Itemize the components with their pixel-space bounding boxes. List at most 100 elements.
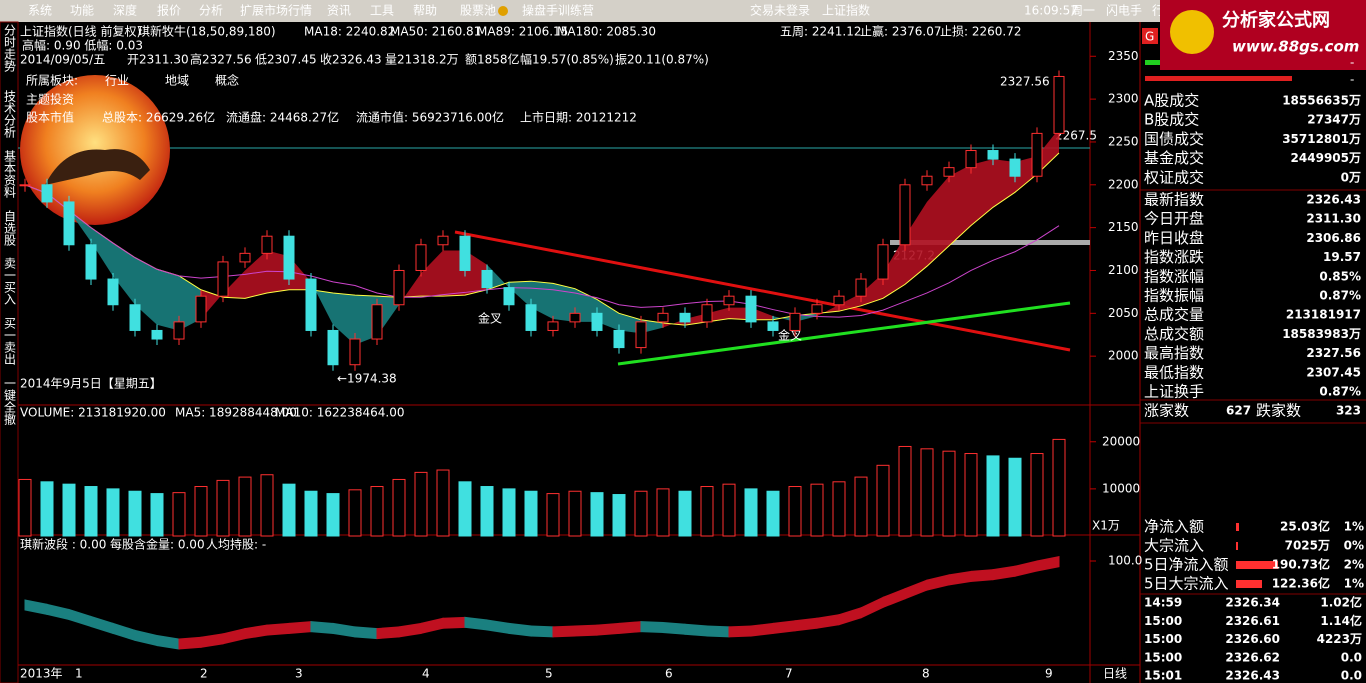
volume-bar xyxy=(282,483,296,537)
volume-bar xyxy=(634,490,648,537)
candle xyxy=(283,235,295,280)
band-area xyxy=(354,626,378,640)
logo: www.88gs.com xyxy=(1232,38,1359,56)
candle xyxy=(151,329,163,340)
band-area xyxy=(288,621,312,634)
y-tick-label: 2200 xyxy=(1108,177,1139,191)
candle xyxy=(723,295,735,306)
band-area xyxy=(442,616,466,629)
breadth-value: 627 xyxy=(1226,404,1251,418)
header-item: 高幅: 0.90 低幅: 0.03 xyxy=(22,38,143,53)
candle xyxy=(613,329,625,349)
side-bar xyxy=(0,21,19,683)
side-tab[interactable]: 卖一买入 xyxy=(3,257,17,305)
menu-item[interactable]: 帮助 xyxy=(413,4,437,18)
menu-item[interactable]: 功能 xyxy=(70,4,94,18)
toolbar-button[interactable]: 闪电手 xyxy=(1106,4,1142,18)
annotation: ←1974.38 xyxy=(337,372,397,386)
ma-ribbon xyxy=(949,164,971,246)
flow-value: 122.36亿 xyxy=(1272,576,1330,591)
ma-ribbon xyxy=(553,283,575,322)
ma-ribbon xyxy=(905,201,927,285)
volume-bar xyxy=(84,486,98,537)
bar-red xyxy=(1145,76,1292,81)
volume-bar xyxy=(568,490,582,537)
ma-ribbon xyxy=(333,292,355,345)
toolbar-button[interactable]: 股票池 xyxy=(460,4,496,18)
candle xyxy=(261,235,273,254)
market-label: B股成交 xyxy=(1144,111,1199,129)
x-tick-label: 8 xyxy=(922,667,930,681)
band-area xyxy=(508,622,532,637)
flow-bar xyxy=(1236,580,1262,588)
flow-label: 5日净流入额 xyxy=(1144,556,1229,574)
candle xyxy=(19,184,31,187)
volume-bar xyxy=(304,490,318,537)
market-value: 2311.30 xyxy=(1306,212,1361,226)
annotation: 2327.56 xyxy=(1000,75,1050,89)
side-tab[interactable]: 一键全撤 xyxy=(3,377,17,425)
ma-line xyxy=(24,184,1060,318)
side-tab[interactable]: 买一卖出 xyxy=(3,317,17,365)
market-value: 18556635万 xyxy=(1282,94,1361,108)
unit: X1万 xyxy=(1092,519,1120,533)
candle xyxy=(63,201,75,246)
menu-item[interactable]: 系统 xyxy=(28,4,52,18)
market-label: 指数振幅 xyxy=(1144,287,1204,305)
side-tab[interactable]: 自选股 xyxy=(3,210,17,247)
dash: - xyxy=(1350,73,1354,87)
quote-item: 幅19.57(0.85%) xyxy=(520,52,614,67)
flow-label: 净流入额 xyxy=(1144,518,1204,536)
capital-item: 上市日期: 20121212 xyxy=(520,110,637,125)
x-tick-label: 9 xyxy=(1045,667,1053,681)
market-value: 2306.86 xyxy=(1306,231,1361,245)
market-label: 最高指数 xyxy=(1144,344,1204,362)
y-tick-label: 2000 xyxy=(1108,349,1139,363)
menu-item[interactable]: 分析 xyxy=(199,4,223,18)
candle xyxy=(129,304,141,331)
sector-item[interactable]: 行业 xyxy=(105,74,129,88)
menu-item[interactable]: 扩展市场行情 xyxy=(240,3,312,18)
ma-ribbon xyxy=(69,210,91,242)
side-tab[interactable]: 基本资料 xyxy=(3,150,17,198)
trade-time: 15:01 xyxy=(1144,669,1182,683)
volume-bar xyxy=(106,488,120,537)
sector-item[interactable]: 地域 xyxy=(165,74,189,88)
volume-bar xyxy=(128,490,142,537)
quote-item: 2014/09/05/五 xyxy=(20,53,105,67)
menu-item[interactable]: 工具 xyxy=(370,4,394,18)
volume-bar xyxy=(414,471,428,537)
band-area xyxy=(772,620,796,634)
status: 交易未登录 xyxy=(750,3,810,18)
theme: 主题投资 xyxy=(26,92,74,107)
sector-item[interactable]: 概念 xyxy=(215,73,239,88)
toolbar-button[interactable]: 操盘手训练营 xyxy=(522,3,594,18)
market-value: 0.87% xyxy=(1319,385,1361,399)
volume-bar xyxy=(678,490,692,537)
candle xyxy=(525,304,537,331)
side-tab[interactable]: 技术分析 xyxy=(3,90,17,139)
capital-item: 流通市值: 56923716.00亿 xyxy=(356,110,504,125)
trend-line xyxy=(454,230,1071,352)
side-tab[interactable]: 分时走势 xyxy=(3,24,17,72)
annotation: 2267.5 xyxy=(1055,129,1097,143)
menu-item[interactable]: 深度 xyxy=(113,3,137,18)
volume-bar xyxy=(744,488,758,537)
band-area xyxy=(310,621,334,634)
market-label: 总成交量 xyxy=(1144,306,1204,324)
menu-item[interactable]: 资讯 xyxy=(327,4,351,18)
volume-bar xyxy=(392,478,406,537)
y-tick-label: 2250 xyxy=(1108,134,1139,148)
header-item: MA50: 2160.81 xyxy=(390,25,481,39)
menu-item[interactable]: 报价 xyxy=(157,3,181,18)
volume-bar xyxy=(788,486,802,537)
band-area xyxy=(530,625,554,638)
trade-price: 2326.61 xyxy=(1225,614,1280,628)
volume-bar xyxy=(502,488,516,537)
ma-ribbon xyxy=(157,269,179,331)
market-value: 2327.56 xyxy=(1306,346,1361,360)
flow-bar xyxy=(1236,542,1238,550)
volume-bar xyxy=(590,492,604,537)
header-item: 止损: 2260.72 xyxy=(940,25,1021,39)
candle xyxy=(833,295,845,306)
